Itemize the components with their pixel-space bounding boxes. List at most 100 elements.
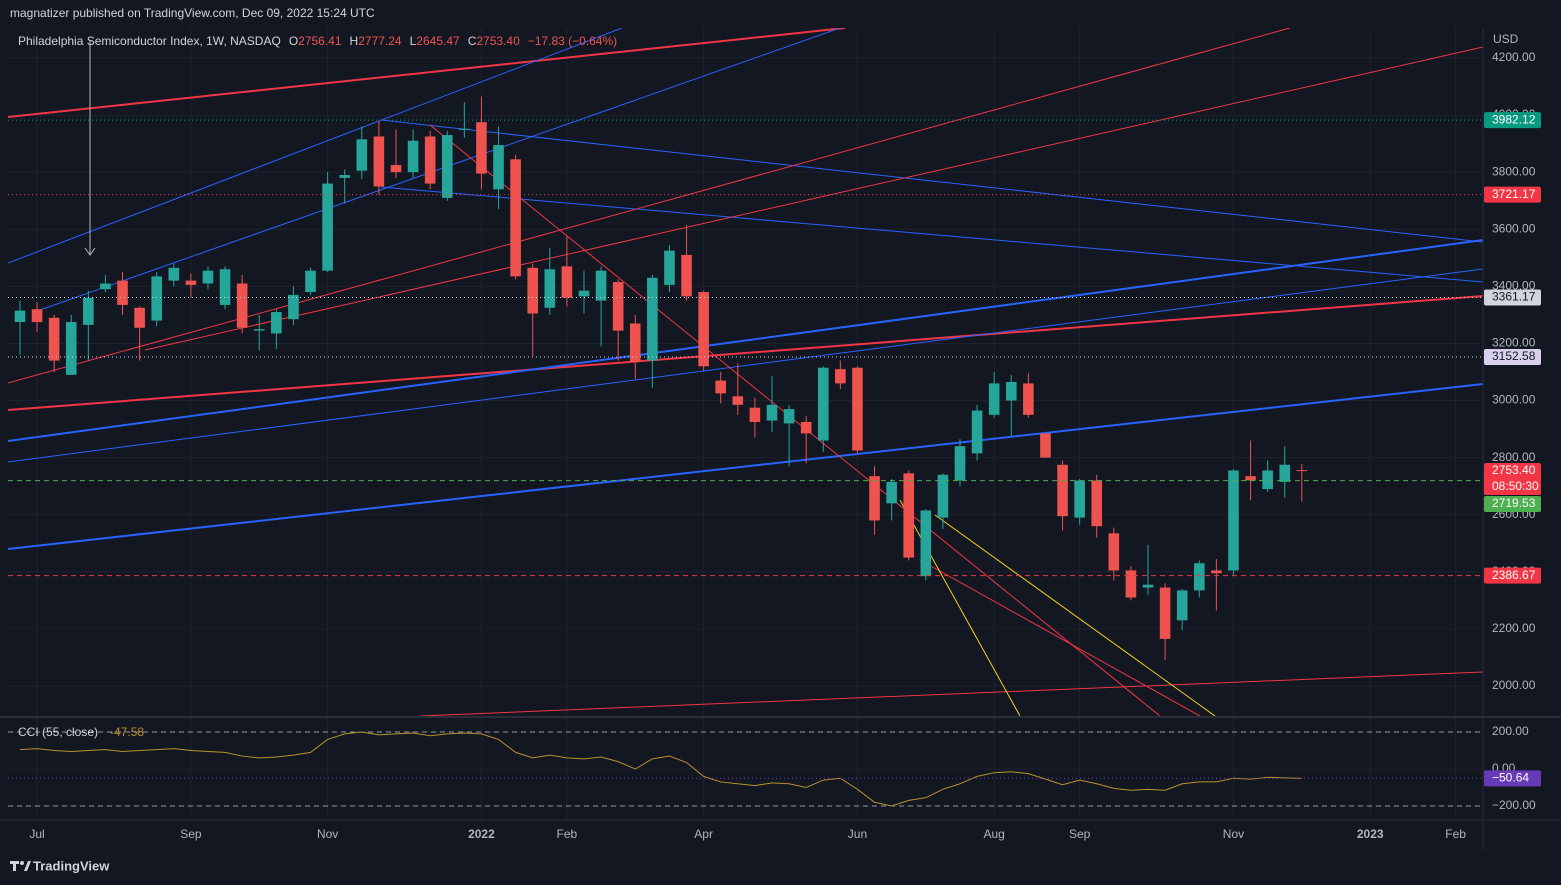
candle-body — [1279, 464, 1291, 482]
candle-body — [1193, 563, 1205, 591]
y-tick-label: 3200.00 — [1492, 336, 1536, 350]
candle-body — [117, 280, 128, 305]
price-label: 2719.53 — [1492, 496, 1536, 510]
price-label-box — [1484, 289, 1541, 306]
price-label: 3152.58 — [1492, 349, 1536, 363]
brand: TradingView — [33, 858, 110, 873]
x-tick-label: Jun — [848, 827, 867, 841]
price-label-box — [1484, 770, 1541, 787]
candle-body — [817, 367, 829, 441]
logo-part — [24, 861, 31, 871]
candle-body — [800, 421, 812, 434]
x-tick-label: Aug — [984, 827, 1005, 841]
candle-body — [356, 139, 368, 171]
y-tick-label: 3000.00 — [1492, 393, 1536, 407]
y-tick-label: 2800.00 — [1492, 450, 1536, 464]
candle-body — [937, 474, 949, 518]
grid — [8, 28, 1483, 820]
trend-line — [8, 295, 1483, 411]
publisher: magnatizer published on TradingView.com,… — [10, 6, 375, 20]
y-tick-label: 2000.00 — [1492, 678, 1536, 692]
candle-body — [407, 140, 419, 173]
candle-body — [749, 407, 761, 422]
candle-body — [698, 292, 709, 367]
legend-key: C — [468, 34, 477, 48]
legend-value: 2777.24 — [358, 34, 402, 48]
trend-line — [8, 28, 846, 118]
trend-line — [380, 119, 1483, 243]
candle-body — [510, 159, 521, 277]
price-label-box — [1484, 186, 1541, 203]
candle-body — [493, 145, 504, 190]
brand-logo — [10, 861, 31, 871]
x-tick-label: Jul — [29, 827, 44, 841]
cci-legend: CCI (55, close) — [18, 725, 98, 739]
candle-body — [168, 267, 180, 281]
candle-body — [271, 312, 282, 334]
drawings — [8, 28, 1483, 716]
price-label: 3361.17 — [1492, 290, 1536, 304]
candle-body — [339, 175, 351, 178]
candle-body — [476, 122, 487, 174]
labels: Jul Sep Nov 2022 Feb Apr Jun Aug Sep Nov 2023 Feb 20… — [18, 34, 1541, 841]
candle-body — [1108, 533, 1120, 571]
candle-body — [459, 128, 470, 130]
candle-body — [373, 136, 385, 187]
candle-body — [1057, 464, 1068, 517]
logo-part — [20, 861, 24, 865]
y-tick-label: 200.00 — [1492, 724, 1529, 738]
candle-body — [681, 254, 692, 297]
candle-body — [1142, 584, 1154, 588]
candle-body — [835, 369, 846, 384]
candle-body — [595, 270, 607, 301]
candle-body — [629, 323, 641, 363]
trend-line — [380, 186, 1483, 283]
candle-body — [424, 136, 436, 184]
candle-body — [664, 250, 675, 285]
candle-body — [903, 473, 915, 558]
y-tick-label: −200.00 — [1492, 798, 1536, 812]
candle-body — [852, 367, 863, 451]
candle-body — [886, 481, 897, 504]
candle-body — [561, 266, 573, 298]
price-label: 3982.12 — [1492, 112, 1536, 126]
legend: Philadelphia Semiconductor Index, 1W, NA… — [18, 34, 617, 48]
trend-line — [8, 28, 623, 264]
candle-body — [544, 269, 556, 308]
price-label: −50.64 — [1492, 771, 1529, 785]
candle-body — [288, 294, 299, 320]
candle-body — [971, 410, 983, 454]
candle-body — [1245, 476, 1256, 481]
trend-line — [934, 514, 1216, 716]
x-tick-label: Apr — [694, 827, 713, 841]
candle-body — [578, 290, 590, 297]
candle-body — [527, 267, 539, 314]
candle-body — [1125, 570, 1137, 598]
candle-body — [31, 309, 43, 323]
price-label-box — [1484, 112, 1541, 129]
candle-body — [1211, 570, 1222, 574]
candle-body — [219, 269, 231, 305]
trend-line — [8, 28, 1291, 384]
currency: USD — [1493, 32, 1519, 46]
candle-body — [202, 270, 214, 284]
candle-body — [1023, 383, 1034, 415]
legend-title: Philadelphia Semiconductor Index, 1W, NA… — [18, 34, 281, 48]
candle-body — [1159, 587, 1171, 639]
candle-body — [954, 446, 966, 481]
trend-line — [8, 383, 1483, 550]
x-tick-label: Feb — [1445, 827, 1466, 841]
logo-part — [13, 861, 16, 871]
x-tick-label: Nov — [1223, 827, 1244, 841]
x-tick-label: 2022 — [468, 827, 495, 841]
candle-body — [305, 270, 316, 293]
candle-body — [1091, 480, 1103, 527]
x-tick-label: Sep — [1069, 827, 1091, 841]
candle-body — [236, 283, 248, 328]
trend-line — [39, 28, 841, 311]
arrow-head — [84, 247, 96, 256]
candle-body — [1005, 381, 1017, 401]
candle-body — [988, 383, 1000, 415]
trend-line — [429, 124, 1161, 716]
